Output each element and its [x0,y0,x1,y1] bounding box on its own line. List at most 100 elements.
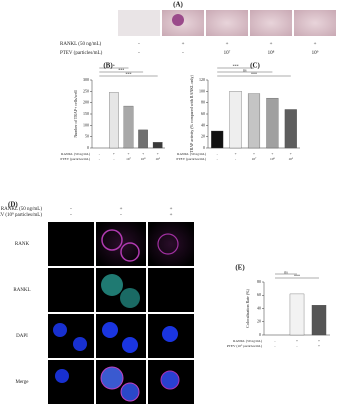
row-cell: + [157,152,159,156]
row-cell: 10⁹ [288,157,294,161]
row-cell: 10⁸ [141,157,147,161]
y-tick-label: 100 [199,88,205,93]
bar [138,129,148,149]
bar [311,305,327,336]
row-cell: + [290,152,292,156]
row-cell: 10⁹ [312,50,319,56]
row-cell: + [253,152,255,156]
y-tick-label: 20 [257,319,261,324]
nucleus [122,337,138,353]
row-cell: - [274,339,276,343]
y-axis-label: TRAP activity (% compared with RANKL onl… [189,74,194,152]
row-label: RANKL (50 ng/mL) [1,207,43,212]
sig-label: ns [284,269,288,274]
row-cell: - [182,51,184,56]
row-cell: 10⁸ [268,50,275,56]
row-label: PTEV (10⁹ particles/mL) [0,212,42,218]
stain-label: RANKL [13,288,30,293]
cell [100,366,124,390]
nucleus [73,337,87,351]
row-cell: - [120,213,122,218]
y-tick-label: 40 [257,305,261,310]
panel-label: (D) [8,201,18,209]
row-label: PTEV (10⁹ particles/mL) [227,344,263,348]
panel-d-images [48,222,194,404]
micrograph [206,10,248,36]
sig-label: *** [118,67,124,72]
y-tick-label: 200 [83,100,89,105]
row-cell: + [271,152,273,156]
row-cell: 10⁷ [224,50,231,56]
y-axis-label: Colocalization Rate (%) [245,289,250,328]
row-label: RANKL (50 ng/mL) [177,152,207,156]
y-tick-label: 60 [257,292,261,297]
cell [101,274,123,296]
bar [211,130,224,149]
nucleus [55,369,69,383]
row-cell: 10⁹ [155,157,161,161]
row-cell: + [318,344,320,348]
panel-label: (C) [250,62,260,70]
row-label: RANKL (50 ng/mL) [61,152,91,156]
row-label: PTEV (particles/mL) [60,51,103,56]
bar [266,97,279,149]
bar [289,293,305,336]
row-cell: 10⁸ [270,157,276,161]
bar [229,91,242,149]
nucleus [53,323,67,337]
y-tick-label: 80 [201,100,205,105]
trap-stain [172,14,184,26]
row-cell: 10⁷ [252,157,258,161]
confocal [148,222,194,266]
cell [157,233,179,255]
row-cell: - [70,207,72,212]
row-cell: - [70,213,72,218]
row-label: PTEV (particles/mL) [176,157,206,161]
row-cell: + [314,42,317,47]
bar [123,105,134,149]
sig-label: ns [243,67,247,72]
row-cell: 10⁷ [126,157,132,161]
micrograph [294,10,336,36]
stain-label: Merge [16,380,30,385]
row-cell: + [170,213,173,218]
stain-label: RANK [15,242,30,247]
row-cell: + [296,339,298,343]
micrograph [250,10,292,36]
y-tick-label: 80 [257,279,261,284]
row-cell: - [217,157,219,161]
row-cell: - [113,157,115,161]
micrograph [118,10,160,36]
sig-label: *** [251,71,257,76]
y-tick-label: 50 [85,134,89,139]
row-cell: + [235,152,237,156]
sig-label: * [113,63,115,68]
panel-label: (B) [103,62,113,70]
y-tick-label: 0 [203,145,205,150]
confocal [48,222,94,266]
sig-label: *** [126,71,132,76]
row-cell: + [128,152,130,156]
row-cell: - [274,344,276,348]
row-cell: - [138,51,140,56]
row-cell: + [170,207,173,212]
cell [120,242,140,262]
row-label: RANKL (50 ng/mL) [233,339,263,343]
y-tick-label: 300 [83,77,89,82]
row-cell: + [270,42,273,47]
row-cell: - [296,344,298,348]
sig-label: *** [233,63,239,68]
row-cell: - [99,152,101,156]
row-label: PTEV (particles/mL) [60,157,90,161]
cell [120,288,140,308]
panel-a-images [118,10,336,36]
cell [101,229,123,251]
stain-label: DAPI [16,334,28,339]
cell [160,370,180,390]
row-cell: - [235,157,237,161]
confocal [96,314,146,358]
confocal [48,314,94,358]
panel-label: (E) [235,264,245,272]
y-tick-label: 250 [83,88,89,93]
row-cell: + [182,42,185,47]
